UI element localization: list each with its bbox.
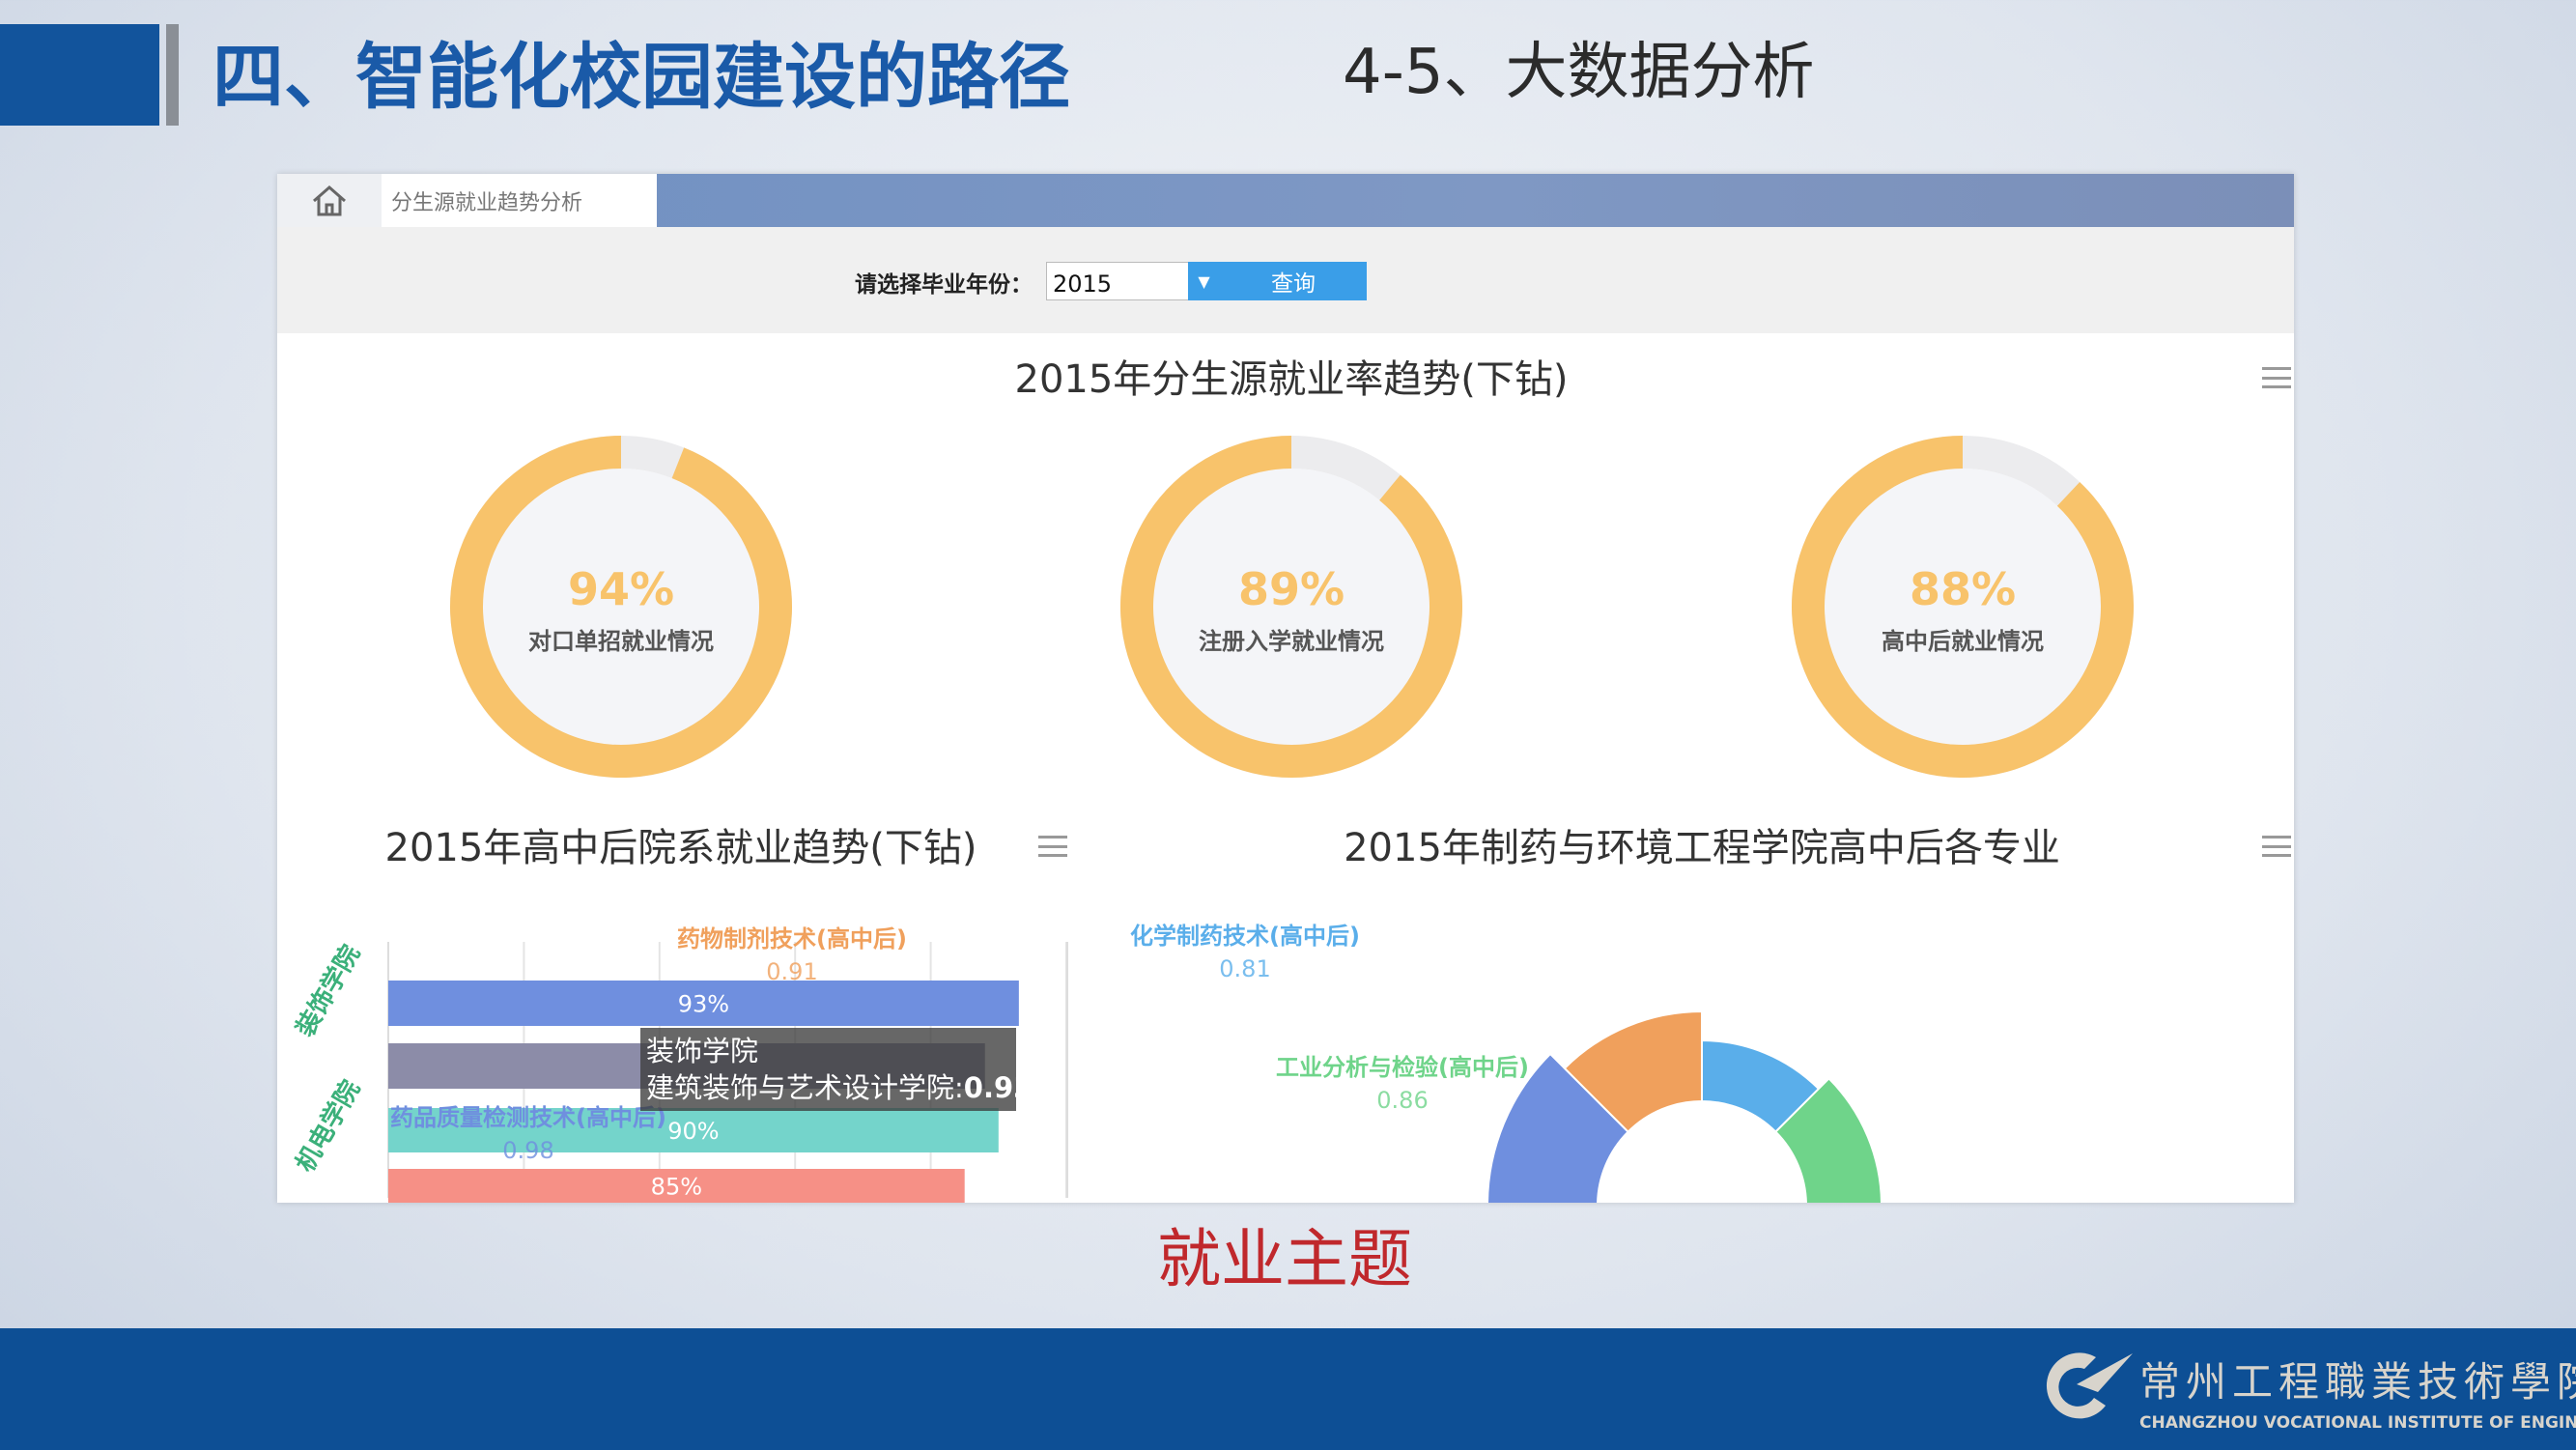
donut-label: 注册入学就业情况 (1199, 628, 1384, 655)
category-label: 机电学院 (290, 1075, 366, 1178)
rose-slice (1563, 1009, 1703, 1134)
slice-label: 化学制药技术(高中后) (1130, 923, 1360, 950)
tab-employment-trend[interactable]: 分生源就业趋势分析 (382, 174, 657, 227)
slide-subtitle: 4-5、大数据分析 (1343, 37, 1815, 108)
year-label: 请选择毕业年份： (855, 272, 1033, 298)
donut-center (1153, 469, 1430, 745)
footer: 常州工程職業技術學院 CHANGZHOU VOCATIONAL INSTITUT… (0, 1328, 2576, 1450)
donut-label: 高中后就业情况 (1882, 628, 2044, 655)
home-icon (313, 185, 346, 215)
slice-value: 0.86 (1376, 1087, 1428, 1114)
home-button[interactable] (277, 174, 382, 227)
query-button[interactable]: 查询 (1220, 262, 1367, 300)
school-logo-icon (2046, 1352, 2133, 1419)
header-divider (166, 24, 179, 126)
donut-center (483, 469, 759, 745)
chart-title-rose: 2015年制药与环境工程学院高中后各专业 (1344, 826, 2060, 870)
charts-canvas: 94% 对口单招就业情况 89% 注册入学就业情况 88% 高中后就业情况 93% 90% 85… (290, 436, 2134, 1203)
tooltip-title: 装饰学院 (646, 1035, 759, 1067)
donut-value: 89% (1238, 563, 1345, 615)
donut-label: 对口单招就业情况 (528, 628, 714, 655)
bar (388, 1169, 965, 1203)
slice-value: 0.91 (766, 958, 817, 985)
menu-icon[interactable] (1038, 836, 1067, 857)
bar-label: 85% (651, 1174, 702, 1201)
header-accent-block (0, 24, 159, 126)
theme-caption: 就业主题 (1157, 1222, 1412, 1296)
donut-value: 88% (1910, 563, 2016, 615)
category-label: 装饰学院 (290, 940, 366, 1042)
slice-label: 药品质量检测技术(高中后) (390, 1104, 666, 1131)
logo-text-cn: 常州工程職業技術學院 (2139, 1358, 2576, 1406)
rose-slice (1486, 1052, 1630, 1203)
menu-icon[interactable] (2262, 367, 2291, 388)
donut-value: 94% (568, 563, 674, 615)
slice-label: 药物制剂技术(高中后) (677, 925, 907, 952)
chart-title-donuts: 2015年分生源就业率趋势(下钻) (1014, 357, 1569, 402)
chevron-down-icon[interactable]: ▼ (1188, 262, 1220, 300)
rose-slice (1773, 1077, 1882, 1203)
bar (388, 1108, 999, 1152)
dashboard-screenshot: 分生源就业趋势分析 请选择毕业年份： 2015 ▼ 查询 2015年分生源就业率… (277, 174, 2294, 1203)
slice-value: 0.81 (1219, 955, 1270, 982)
tooltip-line: 建筑装饰与艺术设计学院:0.93 (646, 1071, 1033, 1104)
menu-icon[interactable] (2262, 836, 2291, 857)
slice-label: 工业分析与检验(高中后) (1276, 1054, 1529, 1081)
bar-label: 90% (667, 1118, 719, 1145)
bar-label: 93% (678, 991, 729, 1018)
logo-text-en: CHANGZHOU VOCATIONAL INSTITUTE OF ENGINE… (2139, 1413, 2576, 1433)
bar (388, 981, 1019, 1026)
slide-title: 四、智能化校园建设的路径 (212, 36, 1070, 119)
query-bar: 请选择毕业年份： 2015 ▼ 查询 (277, 227, 2294, 333)
slice-value: 0.98 (502, 1137, 553, 1164)
chart-title-bars: 2015年高中后院系就业趋势(下钻) (384, 826, 977, 870)
chart-tooltip: 装饰学院 建筑装饰与艺术设计学院:0.93 (640, 1028, 1033, 1111)
donut-center (1825, 469, 2101, 745)
